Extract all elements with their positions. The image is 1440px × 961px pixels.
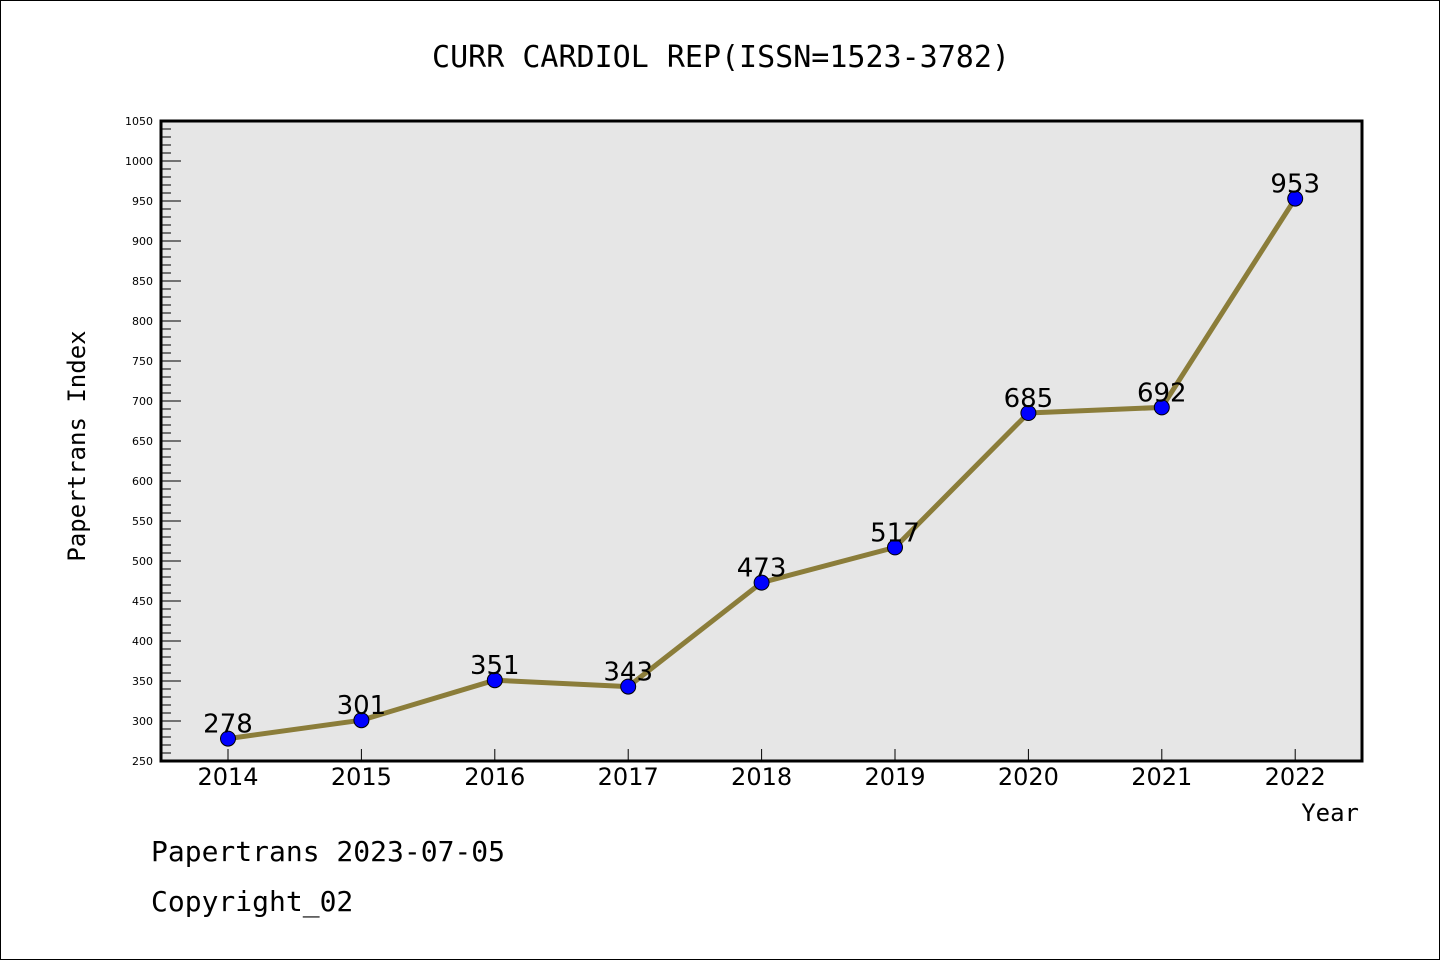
data-label: 278 <box>203 710 253 740</box>
data-label: 301 <box>337 691 387 721</box>
y-tick-label: 850 <box>132 275 153 288</box>
x-tick-label: 2021 <box>1131 763 1192 791</box>
y-tick-label: 300 <box>132 715 153 728</box>
y-tick-label: 600 <box>132 475 153 488</box>
x-axis-title: Year <box>1301 799 1359 827</box>
data-point <box>220 730 236 747</box>
data-point <box>753 574 770 591</box>
data-point <box>1020 405 1037 421</box>
x-tick-label: 2020 <box>998 763 1059 791</box>
y-axis-title: Papertrans Index <box>63 330 91 561</box>
data-labels: 278 301 351 343 473 517 685 692 953 <box>203 170 1320 740</box>
series <box>220 190 1304 747</box>
y-tick-label: 1000 <box>125 155 153 168</box>
y-tick-label: 1050 <box>125 115 153 128</box>
data-point <box>1287 190 1304 207</box>
x-tick-label: 2016 <box>464 763 525 791</box>
data-point <box>887 539 903 556</box>
data-label: 685 <box>1004 384 1054 414</box>
y-tick-label: 700 <box>132 395 153 408</box>
data-point <box>1153 399 1170 416</box>
y-tick-label: 250 <box>132 755 153 768</box>
plot-area <box>159 119 1364 763</box>
y-tick-label: 500 <box>132 555 153 568</box>
chart-title: CURR CARDIOL REP(ISSN=1523-3782) <box>432 40 1010 75</box>
y-tick-label: 400 <box>132 635 153 648</box>
x-tick-label: 2018 <box>731 763 792 791</box>
y-tick-label: 650 <box>132 435 153 448</box>
footer-copyright: Copyright_02 <box>151 885 354 918</box>
y-tick-label: 550 <box>132 515 153 528</box>
data-point <box>353 712 370 729</box>
x-tick-label: 2019 <box>864 763 925 791</box>
x-tick-label: 2022 <box>1265 763 1326 791</box>
x-tick-label: 2014 <box>197 763 258 791</box>
data-label: 351 <box>470 651 520 681</box>
y-tick-label: 450 <box>132 595 153 608</box>
x-axis: 2014 2015 2016 2017 2018 2019 2020 2021 2022 <box>197 749 1326 791</box>
x-tick-label: 2015 <box>331 763 392 791</box>
data-point <box>486 672 503 689</box>
x-tick-label: 2017 <box>598 763 659 791</box>
y-axis: 250 300 350 400 450 500 550 600 650 700 750 800 850 9… <box>125 115 181 768</box>
data-label: 953 <box>1270 170 1320 200</box>
footer-date: Papertrans 2023-07-05 <box>151 835 506 868</box>
data-label: 517 <box>870 518 920 548</box>
data-label: 343 <box>603 658 653 688</box>
y-tick-label: 900 <box>132 235 153 248</box>
y-tick-label: 950 <box>132 195 153 208</box>
y-tick-label: 350 <box>132 675 153 688</box>
y-tick-label: 800 <box>132 315 153 328</box>
data-point <box>620 678 637 695</box>
data-label: 473 <box>737 554 787 584</box>
data-label: 692 <box>1137 378 1187 408</box>
y-tick-label: 750 <box>132 355 153 368</box>
